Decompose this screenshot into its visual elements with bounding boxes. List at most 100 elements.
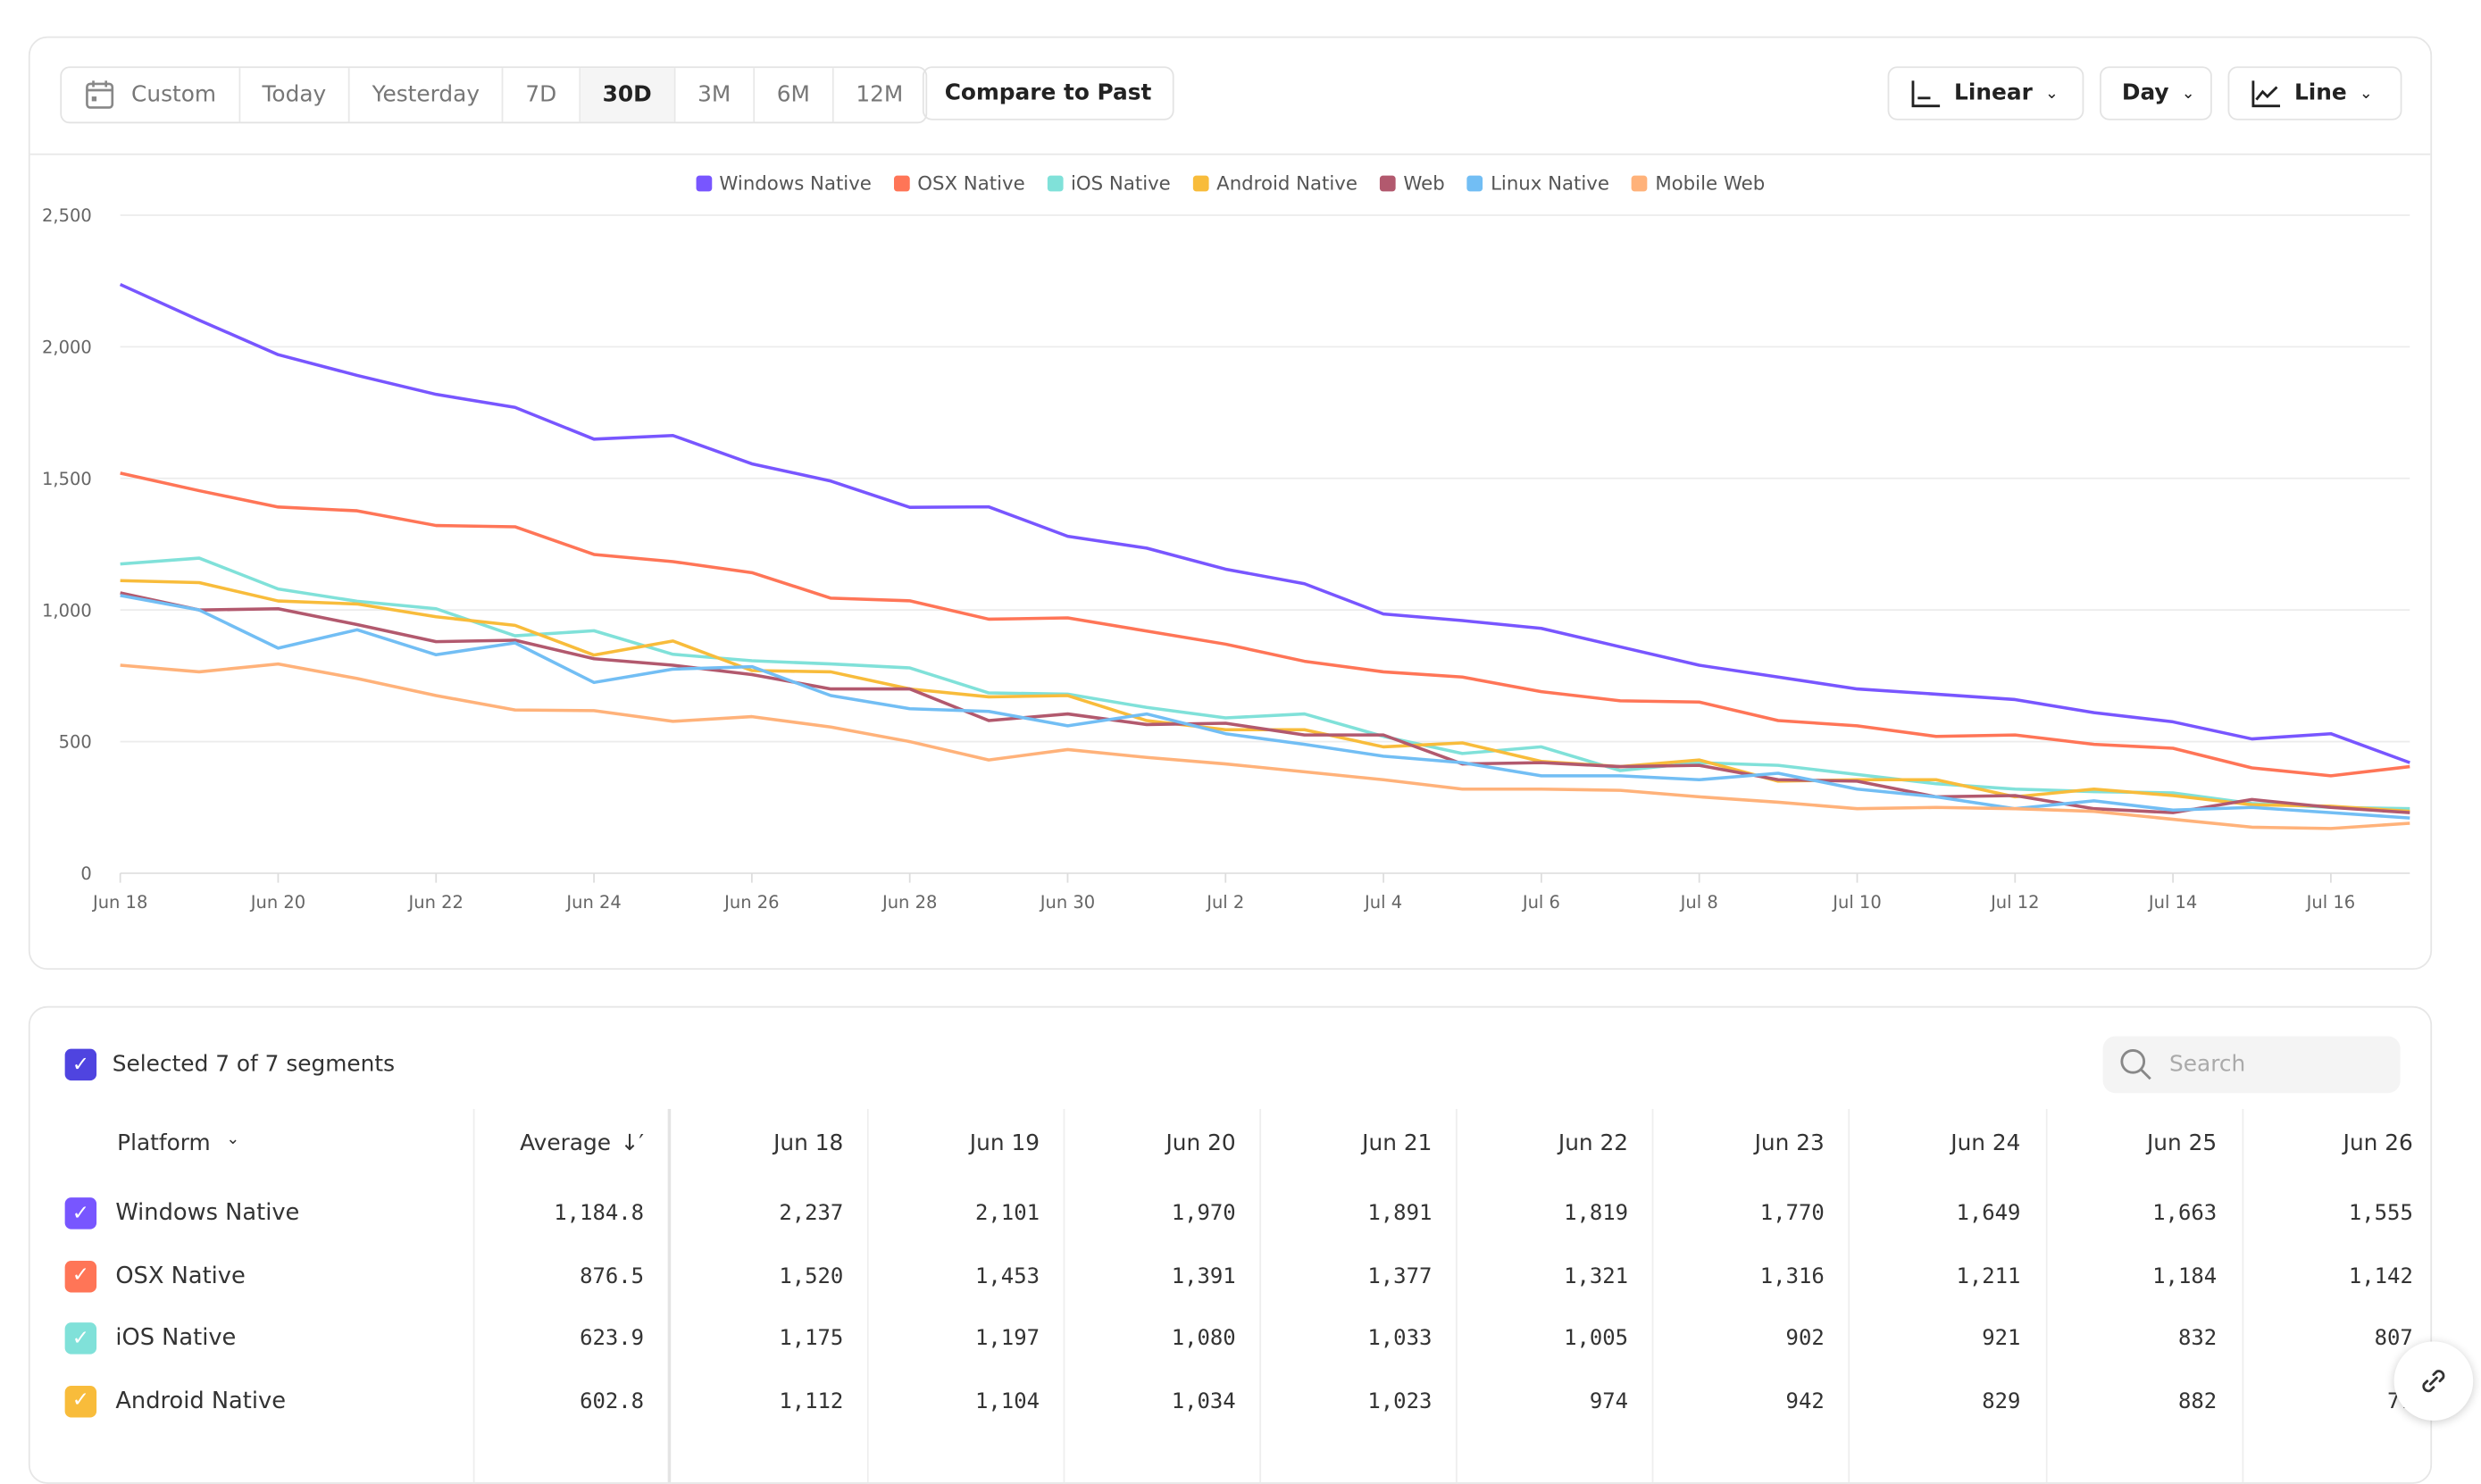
selection-label: Selected 7 of 7 segments	[112, 1052, 396, 1078]
checkbox-checked-icon[interactable]: ✓	[64, 1322, 97, 1355]
value-cell: 1,080	[1171, 1326, 1236, 1352]
x-tick-label: Jun 30	[1040, 892, 1095, 913]
series-line-mobile-web[interactable]	[120, 662, 2410, 830]
legend-item[interactable]: Android Native	[1192, 172, 1357, 195]
legend-item[interactable]: Mobile Web	[1631, 172, 1765, 195]
date-range-label: Yesterday	[372, 82, 480, 108]
value-cell: 974	[1589, 1388, 1629, 1414]
legend-item[interactable]: OSX Native	[893, 172, 1025, 195]
series-line-web[interactable]	[120, 591, 2410, 814]
x-tick-label: Jul 6	[1522, 892, 1560, 913]
average-cell: 876.5	[580, 1263, 645, 1289]
copy-link-button[interactable]	[2393, 1341, 2474, 1421]
date-column-header[interactable]: Jun 21	[1362, 1130, 1433, 1157]
average-column-header[interactable]: Average ↓′	[476, 1131, 644, 1156]
date-column-header[interactable]: Jun 26	[2343, 1130, 2413, 1157]
search-placeholder: Search	[2169, 1052, 2246, 1078]
series-line-windows-native[interactable]	[119, 282, 2410, 764]
group-by-dropdown[interactable]: Platform ⌄	[117, 1131, 239, 1156]
checkbox-checked-icon[interactable]: ✓	[64, 1197, 97, 1230]
legend-label: Web	[1403, 172, 1445, 195]
date-range-yesterday[interactable]: Yesterday	[350, 68, 504, 122]
value-cell: 1,770	[1759, 1200, 1825, 1227]
value-cell: 1,555	[2348, 1200, 2413, 1227]
date-range-today[interactable]: Today	[240, 68, 350, 122]
date-range-3m[interactable]: 3M	[675, 68, 755, 122]
scale-dropdown[interactable]: Linear ⌄	[1887, 66, 2084, 121]
date-range-12m[interactable]: 12M	[834, 68, 926, 121]
value-cell: 882	[2177, 1388, 2218, 1414]
y-tick-label: 0	[80, 863, 91, 884]
series-line-android-native[interactable]	[120, 579, 2410, 813]
scale-label: Linear	[1954, 80, 2033, 106]
value-cell: 1,316	[1759, 1263, 1825, 1289]
value-cell: 1,023	[1367, 1388, 1433, 1414]
column-divider	[2045, 1108, 2048, 1483]
legend-item[interactable]: iOS Native	[1047, 172, 1171, 195]
x-tick-label: Jul 8	[1680, 892, 1718, 913]
date-column-header[interactable]: Jun 20	[1165, 1130, 1236, 1157]
value-cell: 1,453	[975, 1263, 1040, 1289]
legend-swatch	[1631, 175, 1648, 192]
search-input[interactable]: Search	[2102, 1036, 2401, 1094]
x-tick-label: Jul 2	[1206, 892, 1244, 913]
calendar-icon	[86, 80, 114, 109]
legend-item[interactable]: Windows Native	[695, 172, 872, 195]
chart-type-dropdown[interactable]: Line ⌄	[2227, 66, 2402, 121]
series-line-linux-native[interactable]	[120, 594, 2410, 820]
interval-dropdown[interactable]: Day ⌄	[2100, 66, 2212, 121]
checkbox-checked-icon[interactable]: ✓	[64, 1385, 97, 1418]
legend-label: OSX Native	[917, 172, 1025, 195]
table-row-label[interactable]: ✓ iOS Native	[64, 1322, 236, 1355]
legend-swatch	[1192, 175, 1209, 192]
select-all-segments[interactable]: ✓ Selected 7 of 7 segments	[64, 1048, 396, 1081]
date-range-6m[interactable]: 6M	[755, 68, 834, 122]
search-icon	[2120, 1048, 2151, 1080]
column-divider	[2242, 1108, 2244, 1483]
legend-item[interactable]: Linux Native	[1466, 172, 1609, 195]
table-row-label[interactable]: ✓ Android Native	[64, 1385, 287, 1418]
column-divider	[1259, 1108, 1262, 1483]
table-row-label[interactable]: ✓ Windows Native	[64, 1197, 299, 1230]
date-column-header[interactable]: Jun 23	[1754, 1130, 1825, 1157]
table-row-label[interactable]: ✓ OSX Native	[64, 1260, 246, 1292]
column-divider	[472, 1108, 475, 1483]
data-table-card: ✓ Selected 7 of 7 segments Search Platfo…	[28, 1005, 2433, 1484]
date-range-7d[interactable]: 7D	[504, 68, 581, 122]
series-line-ios-native[interactable]	[120, 556, 2410, 811]
link-icon	[2422, 1370, 2445, 1393]
date-column-header[interactable]: Jun 18	[773, 1130, 844, 1157]
value-cell: 1,970	[1171, 1200, 1236, 1227]
date-range-label: 7D	[525, 82, 557, 108]
x-tick-label: Jun 26	[723, 892, 779, 913]
value-cell: 807	[2374, 1326, 2413, 1352]
x-tick-label: Jul 14	[2148, 892, 2197, 913]
chart-card: Custom Today Yesterday 7D 30D 3M 6M 12M Compare…	[28, 36, 2433, 971]
compare-to-past-button[interactable]: Compare to Past	[922, 66, 1174, 121]
compare-label: Compare to Past	[944, 80, 1152, 106]
chevron-down-icon: ⌄	[2359, 84, 2373, 103]
segment-name: Android Native	[115, 1388, 287, 1414]
date-column-header[interactable]: Jun 19	[969, 1130, 1040, 1157]
checkbox-checked-icon[interactable]: ✓	[64, 1048, 97, 1081]
value-cell: 829	[1982, 1388, 2021, 1414]
segment-name: OSX Native	[115, 1263, 246, 1289]
value-cell: 1,104	[975, 1388, 1040, 1414]
x-tick-label: Jul 12	[1990, 892, 2039, 913]
date-range-30d[interactable]: 30D	[580, 68, 676, 122]
series-line-osx-native[interactable]	[120, 471, 2410, 778]
chevron-down-icon: ⌄	[2181, 84, 2195, 103]
checkbox-checked-icon[interactable]: ✓	[64, 1260, 97, 1292]
x-tick-label: Jul 4	[1364, 892, 1402, 913]
date-range-custom[interactable]: Custom	[62, 68, 240, 122]
average-header: Average	[520, 1130, 612, 1157]
x-tick-label: Jun 20	[250, 892, 305, 913]
date-range-label: 30D	[602, 82, 652, 108]
date-column-header[interactable]: Jun 25	[2146, 1130, 2218, 1157]
average-cell: 602.8	[580, 1388, 645, 1414]
date-column-header[interactable]: Jun 24	[1951, 1130, 2021, 1157]
legend-swatch	[1047, 175, 1064, 192]
legend-item[interactable]: Web	[1379, 172, 1445, 195]
average-cell: 1,184.8	[554, 1200, 645, 1227]
date-column-header[interactable]: Jun 22	[1558, 1130, 1629, 1157]
